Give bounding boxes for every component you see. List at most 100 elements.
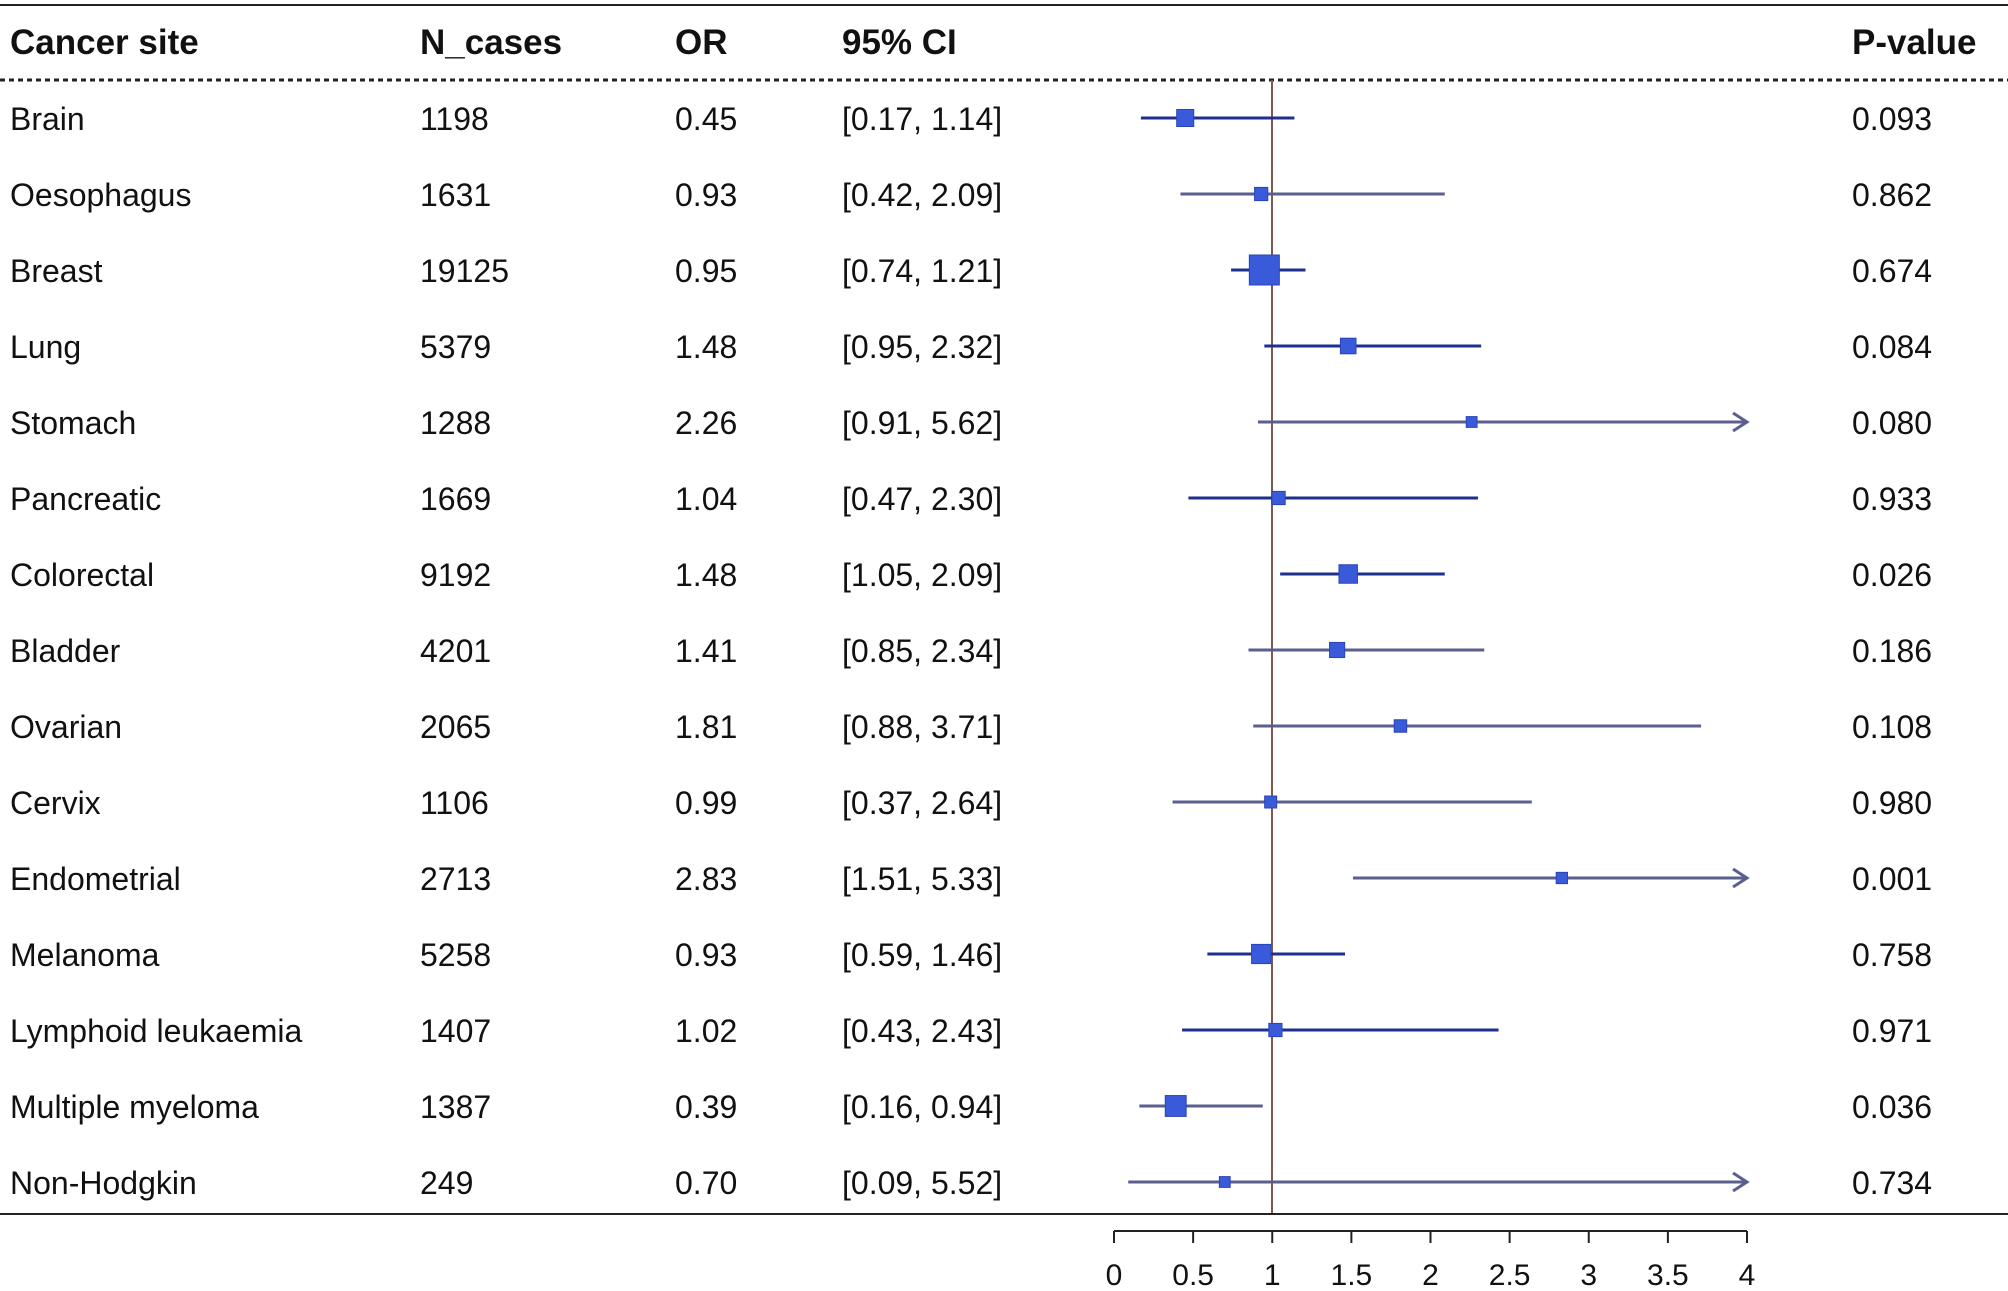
rows: Brain 1198 0.45 [0.17, 1.14] 0.093 Oesophagus… [10, 101, 1932, 1201]
x-tick-label: 4 [1739, 1259, 1756, 1291]
cell-p-value: 0.674 [1852, 253, 1932, 289]
cell-n-cases: 2713 [420, 861, 491, 897]
cell-or: 1.02 [675, 1013, 737, 1049]
table-row: Endometrial 2713 2.83 [1.51, 5.33] 0.001 [10, 861, 1932, 897]
header-n-cases: N_cases [420, 23, 562, 62]
cell-cancer-site: Colorectal [10, 557, 154, 593]
cell-n-cases: 1288 [420, 405, 491, 441]
table-row: Pancreatic 1669 1.04 [0.47, 2.30] 0.933 [10, 481, 1932, 517]
x-tick-label: 1.5 [1331, 1259, 1373, 1291]
cell-cancer-site: Multiple myeloma [10, 1089, 259, 1125]
header-cancer-site: Cancer site [10, 23, 199, 62]
cell-p-value: 0.186 [1852, 633, 1932, 669]
cell-ci: [0.74, 1.21] [842, 253, 1002, 289]
cell-ci: [0.16, 0.94] [842, 1089, 1002, 1125]
cell-cancer-site: Bladder [10, 633, 121, 669]
or-marker [1339, 337, 1357, 355]
cell-p-value: 0.036 [1852, 1089, 1932, 1125]
table-row: Breast 19125 0.95 [0.74, 1.21] 0.674 [10, 253, 1932, 289]
or-marker [1248, 254, 1280, 286]
x-tick-label: 3 [1580, 1259, 1597, 1291]
cell-p-value: 0.971 [1852, 1013, 1932, 1049]
or-marker [1271, 490, 1286, 506]
cell-p-value: 0.734 [1852, 1165, 1932, 1201]
table-row: Non-Hodgkin 249 0.70 [0.09, 5.52] 0.734 [10, 1165, 1932, 1201]
cell-p-value: 0.980 [1852, 785, 1932, 821]
cell-ci: [1.05, 2.09] [842, 557, 1002, 593]
cell-ci: [0.43, 2.43] [842, 1013, 1002, 1049]
table-row: Lung 5379 1.48 [0.95, 2.32] 0.084 [10, 329, 1932, 365]
or-marker [1254, 186, 1269, 202]
cell-cancer-site: Lung [10, 329, 81, 365]
cell-p-value: 0.933 [1852, 481, 1932, 517]
cell-cancer-site: Lymphoid leukaemia [10, 1013, 303, 1049]
cell-cancer-site: Oesophagus [10, 177, 191, 213]
x-tick-label: 2.5 [1489, 1259, 1531, 1291]
cell-p-value: 0.080 [1852, 405, 1932, 441]
ci-arrow [1732, 1171, 1750, 1193]
cell-or: 1.48 [675, 329, 737, 365]
cell-or: 0.93 [675, 937, 737, 973]
ci-arrow [1732, 867, 1750, 889]
cell-ci: [0.85, 2.34] [842, 633, 1002, 669]
cell-ci: [0.91, 5.62] [842, 405, 1002, 441]
cell-n-cases: 9192 [420, 557, 491, 593]
cell-ci: [0.37, 2.64] [842, 785, 1002, 821]
cell-n-cases: 19125 [420, 253, 509, 289]
cell-n-cases: 1669 [420, 481, 491, 517]
cell-p-value: 0.084 [1852, 329, 1932, 365]
cell-ci: [0.88, 3.71] [842, 709, 1002, 745]
cell-cancer-site: Endometrial [10, 861, 181, 897]
or-marker [1264, 795, 1278, 809]
cell-cancer-site: Ovarian [10, 709, 122, 745]
or-marker [1465, 416, 1478, 428]
header-ci: 95% CI [842, 23, 957, 62]
table-row: Cervix 1106 0.99 [0.37, 2.64] 0.980 [10, 785, 1932, 821]
cell-cancer-site: Melanoma [10, 937, 160, 973]
cell-or: 2.83 [675, 861, 737, 897]
table-row: Bladder 4201 1.41 [0.85, 2.34] 0.186 [10, 633, 1932, 669]
cell-or: 0.70 [675, 1165, 737, 1201]
or-marker [1251, 943, 1272, 965]
x-tick-label: 3.5 [1647, 1259, 1689, 1291]
cell-cancer-site: Stomach [10, 405, 136, 441]
cell-cancer-site: Brain [10, 101, 85, 137]
cell-or: 0.93 [675, 177, 737, 213]
cell-n-cases: 249 [420, 1165, 473, 1201]
cell-or: 0.95 [675, 253, 737, 289]
table-row: Ovarian 2065 1.81 [0.88, 3.71] 0.108 [10, 709, 1932, 745]
cell-p-value: 0.001 [1852, 861, 1932, 897]
cell-n-cases: 1407 [420, 1013, 491, 1049]
cell-p-value: 0.758 [1852, 937, 1932, 973]
or-marker [1555, 871, 1568, 885]
or-marker [1218, 1176, 1231, 1188]
cell-p-value: 0.108 [1852, 709, 1932, 745]
table-row: Colorectal 9192 1.48 [1.05, 2.09] 0.026 [10, 557, 1932, 593]
x-tick-label: 0 [1106, 1259, 1123, 1291]
cell-p-value: 0.026 [1852, 557, 1932, 593]
cell-or: 2.26 [675, 405, 737, 441]
cell-p-value: 0.862 [1852, 177, 1932, 213]
table-row: Lymphoid leukaemia 1407 1.02 [0.43, 2.43] 0.… [10, 1013, 1932, 1049]
cell-n-cases: 5258 [420, 937, 491, 973]
cell-n-cases: 1198 [420, 101, 489, 137]
cell-or: 1.04 [675, 481, 737, 517]
x-tick-label: 0.5 [1172, 1259, 1214, 1291]
ci-arrow [1732, 411, 1750, 433]
table-row: Multiple myeloma 1387 0.39 [0.16, 0.94] 0.03… [10, 1089, 1932, 1125]
x-tick-label: 2 [1422, 1259, 1439, 1291]
cell-n-cases: 2065 [420, 709, 491, 745]
table-row: Brain 1198 0.45 [0.17, 1.14] 0.093 [10, 101, 1932, 137]
table-row: Oesophagus 1631 0.93 [0.42, 2.09] 0.862 [10, 177, 1932, 213]
cell-ci: [0.17, 1.14] [842, 101, 1002, 137]
cell-p-value: 0.093 [1852, 101, 1932, 137]
cell-n-cases: 5379 [420, 329, 491, 365]
cell-n-cases: 1631 [420, 177, 491, 213]
cell-cancer-site: Non-Hodgkin [10, 1165, 197, 1201]
cell-n-cases: 4201 [420, 633, 491, 669]
cell-n-cases: 1387 [420, 1089, 491, 1125]
cell-ci: [0.47, 2.30] [842, 481, 1002, 517]
cell-or: 1.48 [675, 557, 737, 593]
or-marker [1393, 719, 1408, 733]
